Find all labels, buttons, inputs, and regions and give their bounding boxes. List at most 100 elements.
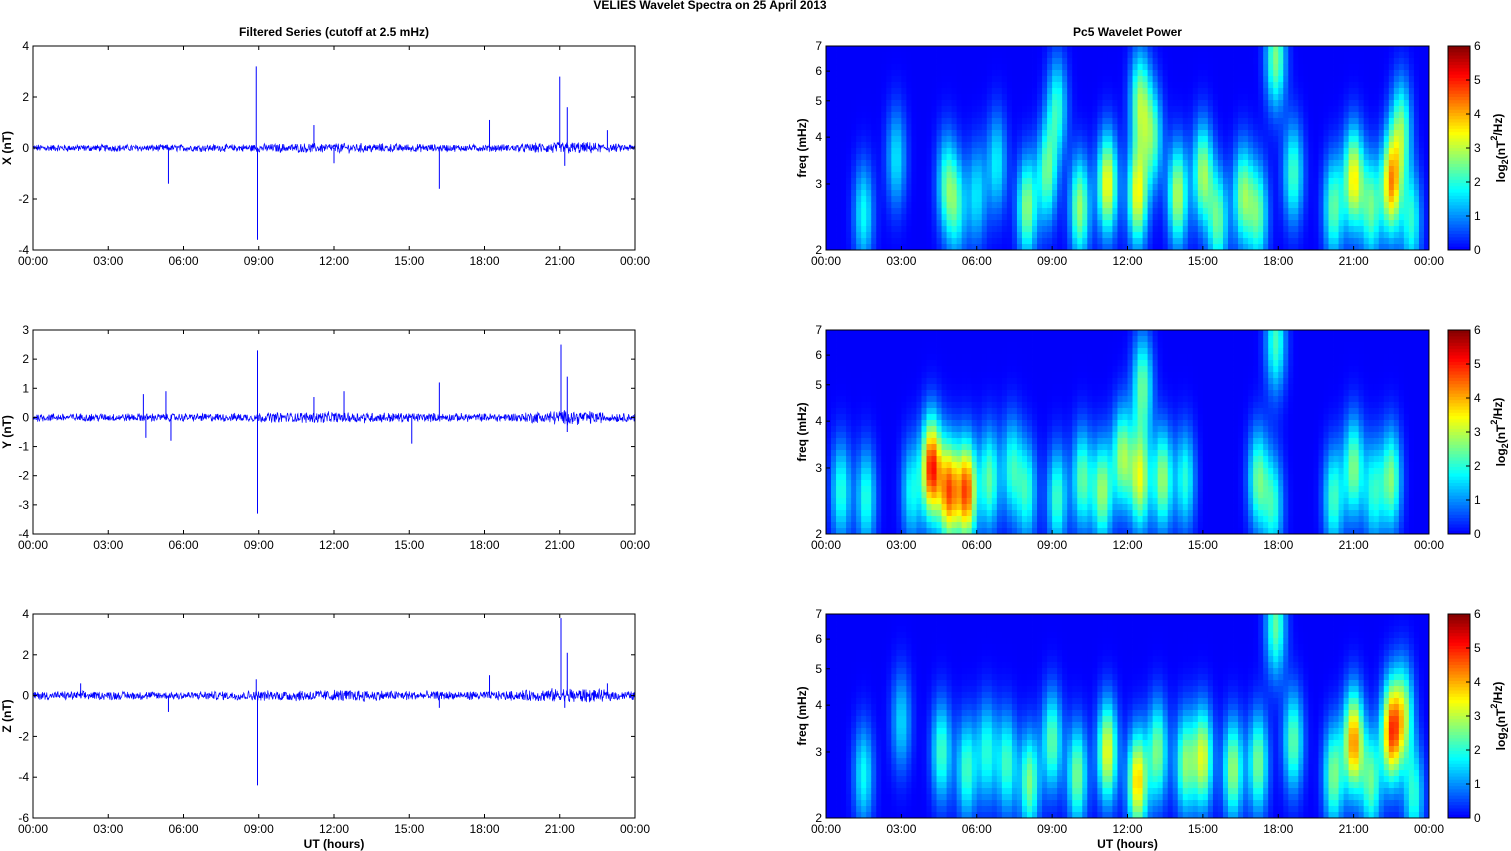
heatmap-cell <box>916 232 922 239</box>
heatmap-cell <box>1298 88 1304 95</box>
heatmap-cell <box>1011 112 1018 119</box>
heatmap-cell <box>1413 196 1420 203</box>
heatmap-cell <box>1238 64 1244 71</box>
heatmap-cell <box>856 226 862 233</box>
heatmap-cell <box>1298 46 1304 53</box>
heatmap-cell <box>856 384 862 391</box>
heatmap-cell <box>901 232 907 239</box>
heatmap-cell <box>1006 94 1013 101</box>
heatmap-cell <box>1067 214 1073 221</box>
heatmap-cell <box>1162 238 1169 245</box>
heatmap-cell <box>1011 142 1018 149</box>
heatmap-cell <box>1122 160 1128 167</box>
heatmap-cell <box>846 178 852 185</box>
heatmap-cell <box>1016 148 1023 155</box>
heatmap-cell <box>1413 166 1420 173</box>
heatmap-cell <box>1333 148 1339 155</box>
heatmap-cell <box>1001 232 1008 239</box>
heatmap-cell <box>896 178 902 185</box>
heatmap-cell <box>1348 64 1355 71</box>
heatmap-cell <box>846 238 852 245</box>
heatmap-cell <box>1313 202 1319 209</box>
heatmap-cell <box>1001 130 1008 137</box>
heatmap-cell <box>1388 46 1395 53</box>
heatmap-cell <box>886 118 892 125</box>
heatmap-cell <box>1328 208 1334 215</box>
heatmap-cell <box>876 522 882 529</box>
heatmap-cell <box>1293 166 1299 173</box>
heatmap-cell <box>1001 148 1008 155</box>
heatmap-cell <box>836 366 842 373</box>
heatmap-cell <box>871 342 877 349</box>
heatmap-cell <box>896 480 902 487</box>
heatmap-cell <box>1172 130 1179 137</box>
heatmap-cell <box>996 172 1003 179</box>
heatmap-cell <box>1233 94 1239 101</box>
heatmap-cell <box>886 196 892 203</box>
heatmap-cell <box>871 366 877 373</box>
heatmap-cell <box>911 426 917 433</box>
heatmap-cell <box>936 136 942 143</box>
y-tick-label: -1 <box>18 440 29 454</box>
heatmap-cell <box>961 208 968 215</box>
heatmap-cell <box>1217 202 1224 209</box>
heatmap-cell <box>1222 112 1229 119</box>
heatmap-cell <box>886 238 892 245</box>
heatmap-cell <box>911 408 917 415</box>
heatmap-cell <box>826 426 832 433</box>
heatmap-cell <box>841 408 847 415</box>
heatmap-cell <box>961 148 968 155</box>
heatmap-cell <box>1333 184 1339 191</box>
heatmap-cell <box>891 130 897 137</box>
heatmap-cell <box>856 372 862 379</box>
heatmap-cell <box>886 166 892 173</box>
heatmap-cell <box>951 178 958 185</box>
heatmap-cell <box>906 160 912 167</box>
heatmap-cell <box>1097 160 1103 167</box>
heatmap-cell <box>1137 52 1143 59</box>
heatmap-cell <box>1253 190 1259 197</box>
heatmap-cell <box>1047 76 1053 83</box>
heatmap-cell <box>1001 112 1008 119</box>
heatmap-cell <box>841 342 847 349</box>
heatmap-cell <box>946 76 953 83</box>
series-line <box>32 141 636 154</box>
heatmap-cell <box>961 64 968 71</box>
heatmap-cell <box>1162 106 1169 113</box>
heatmap-cell <box>1042 76 1048 83</box>
heatmap-cell <box>896 232 902 239</box>
heatmap-cell <box>886 64 892 71</box>
heatmap-cell <box>911 70 917 77</box>
heatmap-cell <box>1368 88 1375 95</box>
heatmap-cell <box>1238 226 1244 233</box>
heatmap-cell <box>836 444 842 451</box>
heatmap-cell <box>1298 136 1304 143</box>
heatmap-cell <box>986 160 993 167</box>
heatmap-cell <box>1092 220 1098 227</box>
heatmap-cell <box>1403 58 1410 65</box>
heatmap-cells <box>826 46 1430 251</box>
heatmap-cell <box>846 456 852 463</box>
heatmap-cell <box>1283 154 1289 161</box>
heatmap-cell <box>846 390 852 397</box>
heatmap-cell <box>891 342 897 349</box>
heatmap-cell <box>1393 196 1400 203</box>
heatmap-cell <box>1011 76 1018 83</box>
heatmap-cell <box>1353 52 1360 59</box>
heatmap-cell <box>1077 70 1083 77</box>
heatmap-cell <box>886 438 892 445</box>
heatmap-cell <box>1087 196 1093 203</box>
heatmap-cell <box>1398 46 1405 53</box>
heatmap-cell <box>876 142 882 149</box>
heatmap-cell <box>1067 220 1073 227</box>
heatmap-cell <box>1162 148 1169 155</box>
heatmap-cell <box>1016 64 1023 71</box>
heatmap-cell <box>1217 154 1224 161</box>
heatmap-cell <box>856 366 862 373</box>
heatmap-cell <box>956 94 963 101</box>
heatmap-cell <box>876 450 882 457</box>
heatmap-cell <box>1413 58 1420 65</box>
heatmap-cell <box>1238 118 1244 125</box>
heatmap-cell <box>1358 184 1365 191</box>
heatmap-cell <box>896 360 902 367</box>
